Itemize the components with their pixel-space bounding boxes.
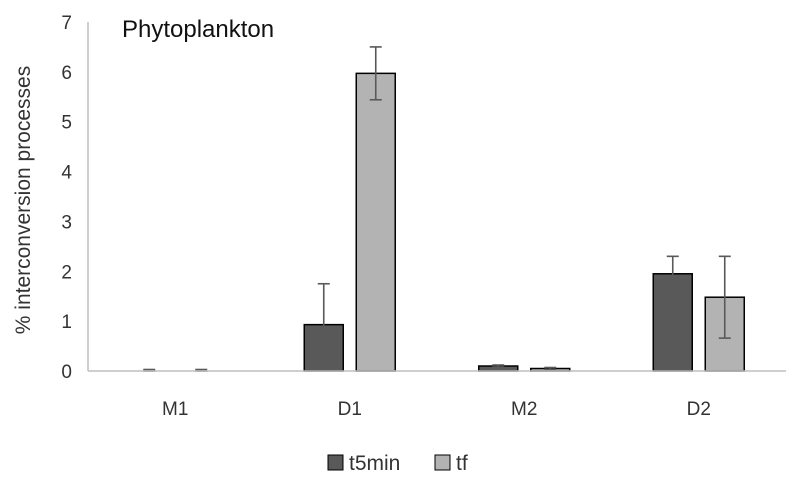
y-tick-label: 6 (61, 63, 72, 84)
legend: t5min tf (327, 452, 468, 475)
bars (303, 72, 745, 372)
y-tick-label: 3 (61, 212, 72, 233)
legend-label-t5min: t5min (349, 452, 400, 475)
y-tick-label: 7 (61, 13, 72, 34)
bar-tf-D1 (355, 72, 396, 372)
x-category-label: M1 (162, 399, 188, 420)
y-tick-label: 4 (61, 163, 72, 184)
x-category-label: D1 (338, 399, 362, 420)
y-axis-ticks: 0 1 2 3 4 5 6 7 (61, 13, 72, 383)
y-tick-label: 2 (61, 262, 72, 283)
legend-swatch-tf (434, 454, 451, 471)
chart-title: Phytoplankton (122, 16, 274, 43)
y-axis-label: % interconversion processes (12, 66, 35, 334)
x-category-label: M2 (511, 399, 537, 420)
y-tick-label: 0 (61, 362, 72, 383)
legend-swatch-t5min (327, 454, 344, 471)
y-tick-label: 1 (61, 312, 72, 333)
y-tick-label: 5 (61, 113, 72, 134)
legend-label-tf: tf (456, 452, 468, 475)
x-axis-category-labels: M1 D1 M2 D2 (162, 399, 711, 420)
error-bars (143, 46, 731, 372)
x-category-label: D2 (687, 399, 711, 420)
